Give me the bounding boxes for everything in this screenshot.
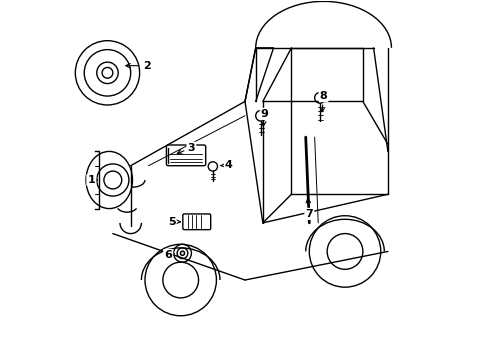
Text: 7: 7 <box>305 198 313 219</box>
FancyBboxPatch shape <box>167 145 206 166</box>
Text: 9: 9 <box>261 109 269 126</box>
Text: 1: 1 <box>88 175 98 185</box>
Text: 3: 3 <box>177 143 195 154</box>
Text: 2: 2 <box>126 61 150 71</box>
Text: 5: 5 <box>168 217 180 227</box>
Text: 8: 8 <box>319 91 327 112</box>
FancyBboxPatch shape <box>183 214 211 230</box>
Text: 4: 4 <box>221 160 233 170</box>
Circle shape <box>180 251 185 255</box>
Ellipse shape <box>86 152 132 208</box>
Text: 6: 6 <box>164 250 174 260</box>
